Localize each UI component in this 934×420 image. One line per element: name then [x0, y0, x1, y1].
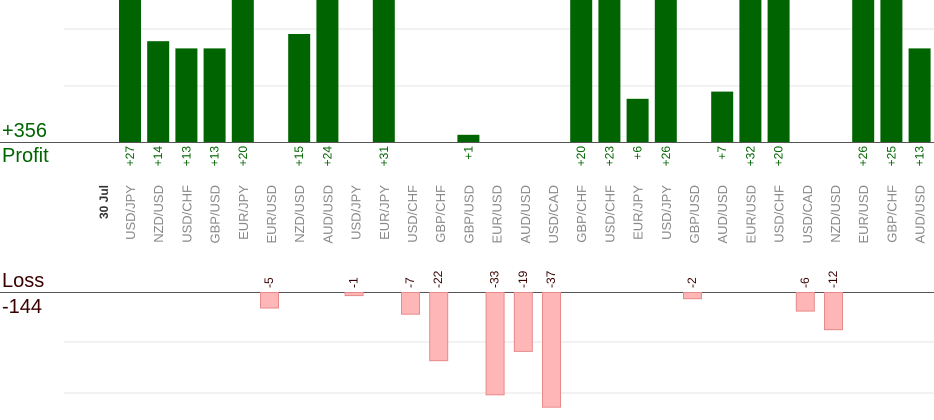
profit-value-label: +31: [377, 146, 391, 167]
profit-value-label: +7: [715, 146, 729, 160]
pair-label: GBP/CHF: [574, 185, 589, 243]
pair-label: EUR/JPY: [631, 185, 646, 240]
profit-value-label: +13: [913, 146, 927, 167]
pair-label: AUD/USD: [913, 185, 928, 244]
pair-label: EUR/USD: [264, 185, 279, 244]
profit-bar: [654, 0, 677, 142]
profit-bar: [316, 0, 339, 142]
pair-label: USD/CHF: [179, 185, 194, 243]
loss-value-label: -6: [798, 277, 812, 288]
pair-label: EUR/JPY: [236, 185, 251, 240]
profit-bar: [203, 48, 226, 142]
profit-value-label: +25: [884, 146, 898, 167]
pair-label: USD/CAD: [800, 185, 815, 244]
profit-total: +356: [2, 120, 48, 142]
profit-value-label: +24: [320, 146, 334, 167]
profit-bar: [570, 0, 593, 142]
pair-label: GBP/CHF: [433, 185, 448, 243]
pair-label: GBP/USD: [687, 185, 702, 244]
loss-value-label: -1: [347, 277, 361, 288]
loss-value-label: -7: [403, 277, 417, 288]
pair-label: AUD/USD: [320, 185, 335, 244]
pair-label: NZD/USD: [292, 185, 307, 243]
loss-value-label: -2: [685, 277, 699, 288]
profit-bar: [119, 0, 141, 142]
profit-bar: [880, 0, 903, 142]
pair-label: AUD/USD: [715, 185, 730, 244]
profit-value-label: +14: [151, 146, 165, 167]
profit-value-label: +27: [123, 146, 137, 167]
pair-label: USD/CAD: [546, 185, 561, 244]
profit-value-label: +1: [461, 146, 475, 160]
pair-label: EUR/USD: [490, 185, 505, 244]
pair-label: EUR/JPY: [377, 185, 392, 240]
profit-bar: [908, 48, 931, 142]
pair-label: USD/CHF: [405, 185, 420, 243]
profit-value-label: +26: [856, 146, 870, 167]
loss-value-label: -5: [262, 277, 276, 288]
loss-value-label: -37: [544, 270, 558, 288]
profit-bar: [767, 0, 790, 142]
profit-bar: [626, 98, 649, 142]
profit-bar: [739, 0, 762, 142]
loss-bar: [683, 292, 702, 300]
loss-bar: [824, 292, 843, 331]
loss-value-label: -22: [431, 270, 445, 288]
loss-bar: [344, 292, 364, 297]
loss-value-label: -19: [516, 270, 530, 288]
profit-bar: [598, 0, 621, 142]
pair-label: USD/JPY: [659, 185, 674, 240]
pair-label: USD/CHF: [772, 185, 787, 243]
loss-total: -144: [2, 296, 43, 318]
loss-bar: [485, 292, 505, 396]
pair-label: GBP/CHF: [884, 185, 899, 243]
profit-bar: [175, 48, 198, 142]
profit-bar: [288, 34, 311, 142]
loss-label: Loss: [2, 270, 45, 292]
pair-label: EUR/USD: [743, 185, 758, 244]
pair-label: USD/CHF: [602, 185, 617, 243]
profit-value-label: +15: [292, 146, 306, 167]
loss-value-label: -12: [826, 270, 840, 288]
profit-bar: [147, 41, 170, 143]
pair-label: NZD/USD: [151, 185, 166, 243]
profit-value-label: +13: [208, 146, 222, 167]
pair-label: NZD/USD: [828, 185, 843, 243]
pair-label: AUD/USD: [518, 185, 533, 244]
profit-value-label: +20: [574, 146, 588, 167]
profit-label: Profit: [2, 145, 49, 167]
profit-bar: [711, 91, 734, 142]
loss-bar: [401, 292, 420, 315]
pair-label: USD/JPY: [349, 185, 364, 240]
profit-bar: [231, 0, 254, 142]
profit-value-label: +6: [631, 146, 645, 160]
loss-bar: [513, 292, 533, 352]
pair-label: GBP/USD: [461, 185, 476, 244]
profit-bar: [372, 0, 395, 142]
pair-label: GBP/USD: [208, 185, 223, 244]
profit-value-label: +26: [659, 146, 673, 167]
profit-bar: [457, 134, 480, 142]
profit-value-label: +23: [602, 146, 616, 167]
profit-value-label: +20: [236, 146, 250, 167]
loss-bar: [542, 292, 561, 408]
date-label: 30 Jul: [97, 185, 111, 219]
profit-value-label: +13: [179, 146, 193, 167]
profit-value-label: +32: [743, 146, 757, 167]
loss-bar: [429, 292, 449, 362]
pair-label: EUR/USD: [856, 185, 871, 244]
loss-bar: [795, 292, 815, 312]
profit-bar: [852, 0, 875, 142]
loss-bar: [260, 292, 279, 309]
profit-value-label: +20: [772, 146, 786, 167]
pair-label: USD/JPY: [123, 185, 138, 240]
loss-value-label: -33: [488, 270, 502, 288]
